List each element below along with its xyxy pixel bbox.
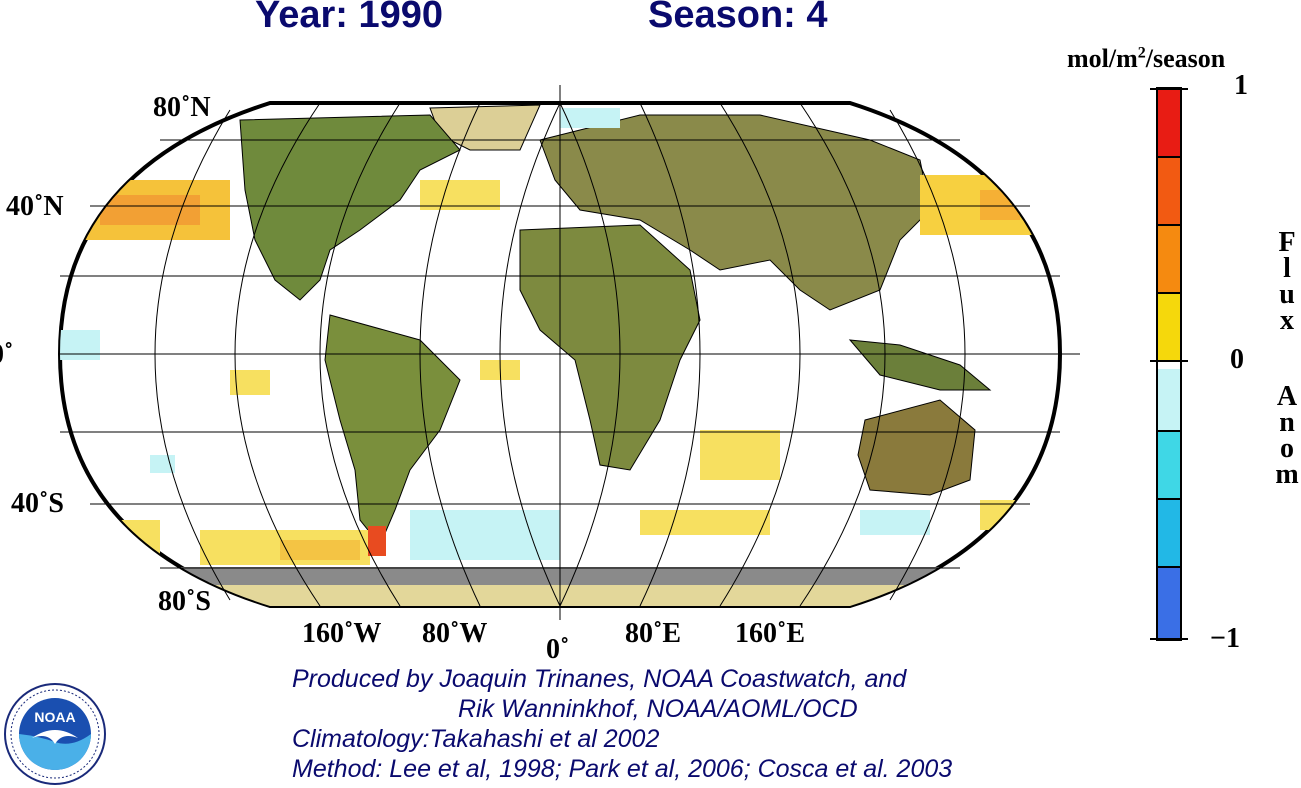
colorbar-label-letter: F (1278, 227, 1296, 258)
credits-line: Climatology:Takahashi et al 2002 (292, 725, 660, 753)
lat-label-80s: 80˚S (158, 586, 211, 617)
lon-label-160w: 160˚W (302, 618, 382, 649)
colorbar (1150, 87, 1188, 641)
africa (519, 224, 701, 471)
credits: Produced by Joaquin Trinanes, NOAA Coast… (292, 664, 952, 784)
lat-label-80n: 80˚N (153, 92, 211, 123)
title-year: Year: 1990 (255, 0, 444, 36)
australia (857, 399, 976, 496)
colorbar-label-letter: l (1283, 253, 1291, 284)
colorbar-label-letter: u (1279, 279, 1295, 310)
lon-label-80e: 80˚E (625, 618, 681, 649)
lat-label-40s: 40˚S (11, 488, 64, 519)
colorbar-label-letter: o (1280, 433, 1294, 464)
south-america (324, 314, 461, 546)
lon-label-0: 0˚ (546, 634, 570, 665)
colorbar-unit: mol/m2/season (1067, 44, 1226, 73)
colorbar-label-letter: n (1279, 407, 1295, 438)
graticule (60, 85, 1080, 620)
credits-line: Produced by Joaquin Trinanes, NOAA Coast… (292, 665, 907, 693)
colorbar-label-letter: x (1280, 305, 1294, 336)
svg-text:NOAA: NOAA (34, 709, 75, 725)
colorbar-label-letter: A (1276, 381, 1298, 412)
lon-label-80w: 80˚W (422, 618, 488, 649)
colorbar-tick-min: −1 (1210, 623, 1240, 654)
colorbar-tick-max: 1 (1234, 70, 1248, 101)
eurasia (539, 114, 931, 311)
lat-label-40n: 40˚N (6, 191, 64, 222)
title-season: Season: 4 (648, 0, 828, 36)
credits-line: Method: Lee et al, 1998; Park et al, 200… (292, 755, 953, 783)
noaa-logo: NOAA (4, 683, 106, 785)
colorbar-tick-zero: 0 (1230, 344, 1244, 375)
credits-line: Rik Wanninkhof, NOAA/AOML/OCD (458, 695, 858, 723)
lat-label-0: 0˚ (0, 339, 14, 370)
colorbar-label-letter: m (1275, 459, 1299, 490)
lon-label-160e: 160˚E (735, 618, 805, 649)
